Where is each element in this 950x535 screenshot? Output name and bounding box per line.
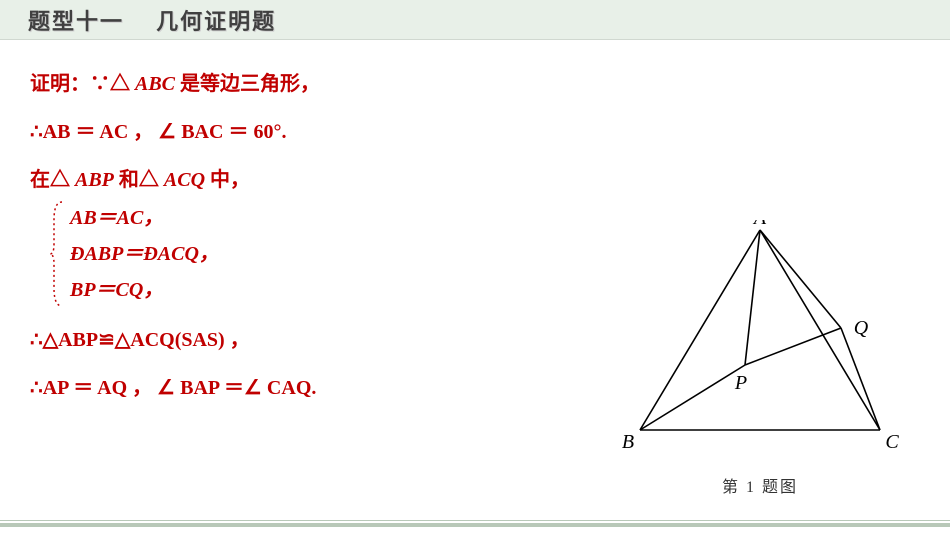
page-header: 题型十一 几何证明题	[0, 0, 950, 40]
edge-AQ	[760, 230, 841, 328]
footer-rule	[0, 523, 950, 527]
proof-line-3: 在△ ABP 和△ ACQ 中，	[30, 166, 590, 194]
content-area: 证明：∵△ ABC 是等边三角形， ∴AB ＝ AC ， ∠ BAC ＝ 60°…	[0, 40, 950, 497]
figure-caption: 第 1 题图	[722, 473, 798, 497]
brace-line-3: BP＝CQ，	[70, 272, 219, 308]
proof-line-1: 证明：∵△ ABC 是等边三角形，	[30, 70, 590, 98]
edge-BP	[640, 365, 745, 430]
edge-AB	[640, 230, 760, 430]
brace-lines: AB＝AC， ÐABP＝ÐACQ， BP＝CQ，	[70, 200, 219, 308]
proof-line-2: ∴AB ＝ AC ， ∠ BAC ＝ 60°.	[30, 118, 590, 146]
figure-column: A B C P Q 第 1 题图	[590, 70, 930, 497]
label-C: C	[885, 431, 899, 453]
geometry-figure: A B C P Q	[615, 220, 905, 455]
brace-group: AB＝AC， ÐABP＝ÐACQ， BP＝CQ，	[50, 200, 590, 308]
proof-line-3-conj: 和△	[114, 169, 164, 191]
header-title: 题型十一 几何证明题	[28, 4, 276, 36]
brace-line-1: AB＝AC，	[70, 200, 219, 236]
brace-icon	[50, 200, 64, 308]
edge-PQ	[745, 328, 841, 365]
label-B: B	[622, 431, 634, 453]
proof-line-1-post: 是等边三角形，	[175, 73, 320, 95]
proof-line-1-mid: ABC	[135, 73, 175, 95]
proof-line-3-post: 中，	[205, 169, 250, 191]
label-P: P	[734, 372, 747, 394]
proof-line-4-text: ∴△ABP≌△ACQ(SAS) ，	[30, 329, 250, 351]
footer-thin-line	[0, 520, 950, 521]
proof-line-2-text: ∴AB ＝ AC ， ∠ BAC ＝ 60°.	[30, 121, 286, 143]
proof-line-3-pre: 在△	[30, 169, 75, 191]
proof-line-1-pre: 证明：∵△	[30, 73, 135, 95]
proof-line-4: ∴△ABP≌△ACQ(SAS) ，	[30, 326, 590, 354]
proof-column: 证明：∵△ ABC 是等边三角形， ∴AB ＝ AC ， ∠ BAC ＝ 60°…	[30, 70, 590, 497]
proof-line-5-text: ∴AP ＝ AQ ， ∠ BAP ＝∠ CAQ.	[30, 377, 316, 399]
label-A: A	[752, 220, 767, 229]
proof-line-3-mid1: ABP	[75, 169, 114, 191]
brace-line-2: ÐABP＝ÐACQ，	[70, 236, 219, 272]
proof-line-3-mid2: ACQ	[164, 169, 205, 191]
edge-QC	[841, 328, 880, 430]
label-Q: Q	[854, 317, 869, 339]
proof-line-5: ∴AP ＝ AQ ， ∠ BAP ＝∠ CAQ.	[30, 374, 590, 402]
